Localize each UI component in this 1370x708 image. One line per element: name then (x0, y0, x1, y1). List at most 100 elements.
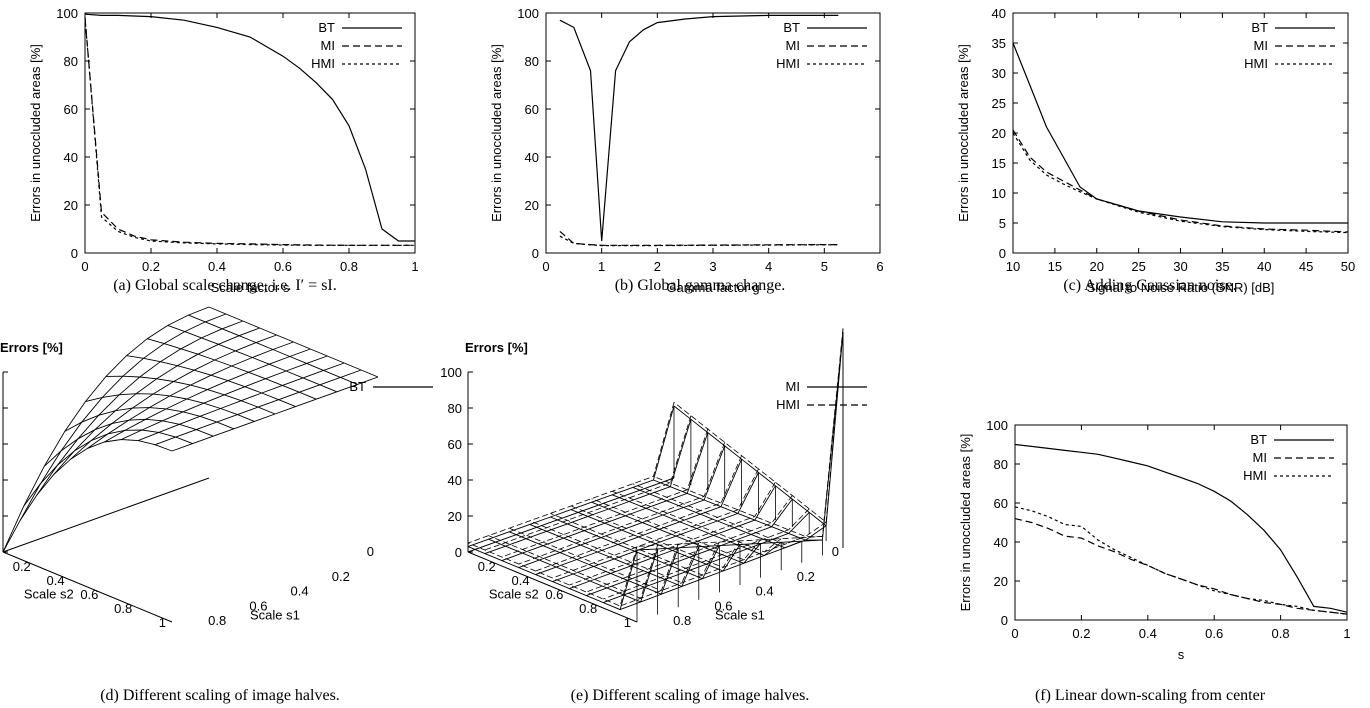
legend-label: BT (783, 20, 800, 35)
series-line-bt (1014, 443, 1348, 613)
caption-d: (d) Different scaling of image halves. (100, 687, 340, 704)
caption-e: (e) Different scaling of image halves. (571, 687, 810, 704)
surface-grid-line (2, 439, 173, 553)
s1-tick-label: 0.4 (291, 584, 309, 599)
surface-grid-line-hmi (467, 542, 638, 607)
surface-grid-line (488, 538, 659, 603)
x-tick-label: 0.4 (208, 259, 226, 274)
x-axis-label: Scale factor s (211, 280, 290, 295)
surface-grid-line (53, 327, 260, 475)
surface-grid-line-hmi (603, 508, 810, 600)
caption-f: (f) Linear down-scaling from center (1035, 687, 1266, 704)
legend-label: MI (321, 38, 335, 53)
legend-label: MI (1254, 38, 1268, 53)
y-tick-label: 20 (992, 126, 1006, 141)
surface-grid-line-hmi (501, 428, 709, 558)
y-tick-label: 40 (992, 6, 1006, 21)
s2-tick-label: 0.6 (545, 587, 563, 602)
s2-tick-label: 0.4 (512, 573, 530, 588)
y-tick-label: 100 (986, 418, 1008, 433)
series-line-hmi (1014, 506, 1348, 615)
z-tick-label: 40 (448, 473, 462, 488)
panel-a: 0 0.2 0.4 0.6 0.8 1 0 20 40 60 80 100 Scale factor s… (28, 6, 419, 295)
y-tick-label: 20 (64, 198, 78, 213)
x-tick-label: 25 (1131, 259, 1145, 274)
x-tick-label: 1 (598, 259, 605, 274)
z-tick-label: 60 (448, 437, 462, 452)
s1-tick-label: 0.6 (714, 598, 732, 613)
surface-grid-line-hmi (612, 490, 782, 553)
surface-grid-line (85, 393, 255, 422)
y-tick-label: 20 (525, 198, 539, 213)
x-tick-label: 35 (1215, 259, 1229, 274)
x-axis-label: Signal to Noise Ratio (SNR) [dB] (1087, 280, 1275, 295)
surface-grid-line-hmi (467, 402, 675, 544)
surface-grid-line (121, 355, 328, 440)
z-tick-label: 100 (440, 365, 462, 380)
surface-grid-line (501, 432, 709, 562)
s1-tick-label: 0.6 (249, 598, 267, 613)
y-tick-label: 40 (994, 535, 1008, 550)
y-tick-label: 100 (56, 6, 78, 21)
z-tick-label: 80 (448, 401, 462, 416)
x-tick-label: 15 (1048, 259, 1062, 274)
y-tick-label: 80 (64, 54, 78, 69)
y-axis-label: Errors in unoccluded areas [%] (28, 44, 43, 222)
surface-grid-line (104, 348, 311, 443)
x-tick-label: 20 (1090, 259, 1104, 274)
legend-label: HMI (311, 56, 335, 71)
surface-grid-line (43, 418, 214, 467)
surface-grid-line (167, 324, 337, 393)
surface-grid-line (64, 407, 234, 432)
surface-grid-line (36, 320, 243, 496)
surface-grid-line (484, 419, 692, 555)
y-tick-label: 0 (999, 246, 1006, 261)
legend-label: BT (349, 379, 366, 394)
series-line-mi (1014, 518, 1348, 615)
s1-axis-label: Scale s1 (250, 607, 300, 622)
x-tick-label: 3 (709, 259, 716, 274)
surface-grid-line-hmi (632, 483, 802, 545)
base-edge-s1 (467, 551, 638, 623)
y-tick-label: 60 (994, 496, 1008, 511)
series-line-mi (1012, 129, 1349, 233)
s1-tick-label: 0.2 (797, 569, 815, 584)
y-tick-label: 0 (532, 246, 539, 261)
surface-grid-line (87, 341, 294, 449)
surface-grid-line (518, 445, 726, 569)
y-tick-label: 15 (992, 156, 1006, 171)
legend-label: BT (1251, 20, 1268, 35)
legend-label: MI (786, 38, 800, 53)
legend-label: BT (318, 20, 335, 35)
y-tick-label: 60 (525, 102, 539, 117)
y-tick-label: 25 (992, 96, 1006, 111)
x-tick-label: 4 (765, 259, 772, 274)
legend-label: MI (1253, 450, 1267, 465)
s2-tick-label: 1 (159, 615, 166, 630)
x-tick-label: 50 (1341, 259, 1355, 274)
legend-label: HMI (1243, 468, 1267, 483)
surface-grid-line-hmi (529, 520, 700, 584)
series-line-bt (559, 14, 839, 242)
z-tick-label: 0 (455, 545, 462, 560)
s2-axis-label: Scale s2 (489, 586, 539, 601)
legend-label: HMI (1244, 56, 1268, 71)
x-axis-label: s (1178, 647, 1185, 662)
surface-grid-line-hmi (653, 476, 823, 537)
surface-grid-line-hmi (484, 415, 692, 551)
caption-c: (c) Adding Gaussian noise. (1063, 277, 1236, 294)
y-tick-label: 0 (1001, 613, 1008, 628)
s2-tick-label: 1 (624, 615, 631, 630)
surface-grid-line (138, 362, 345, 442)
y-tick-label: 5 (999, 216, 1006, 231)
series-line-bt (84, 13, 415, 242)
y-tick-label: 100 (517, 6, 539, 21)
plot-frame (1014, 424, 1348, 621)
s2-tick-label: 0.8 (114, 601, 132, 616)
x-tick-label: 0.2 (142, 259, 160, 274)
x-tick-label: 40 (1257, 259, 1271, 274)
legend-label: MI (786, 379, 800, 394)
base-edge-s1 (2, 551, 173, 623)
x-tick-label: 0.8 (340, 259, 358, 274)
